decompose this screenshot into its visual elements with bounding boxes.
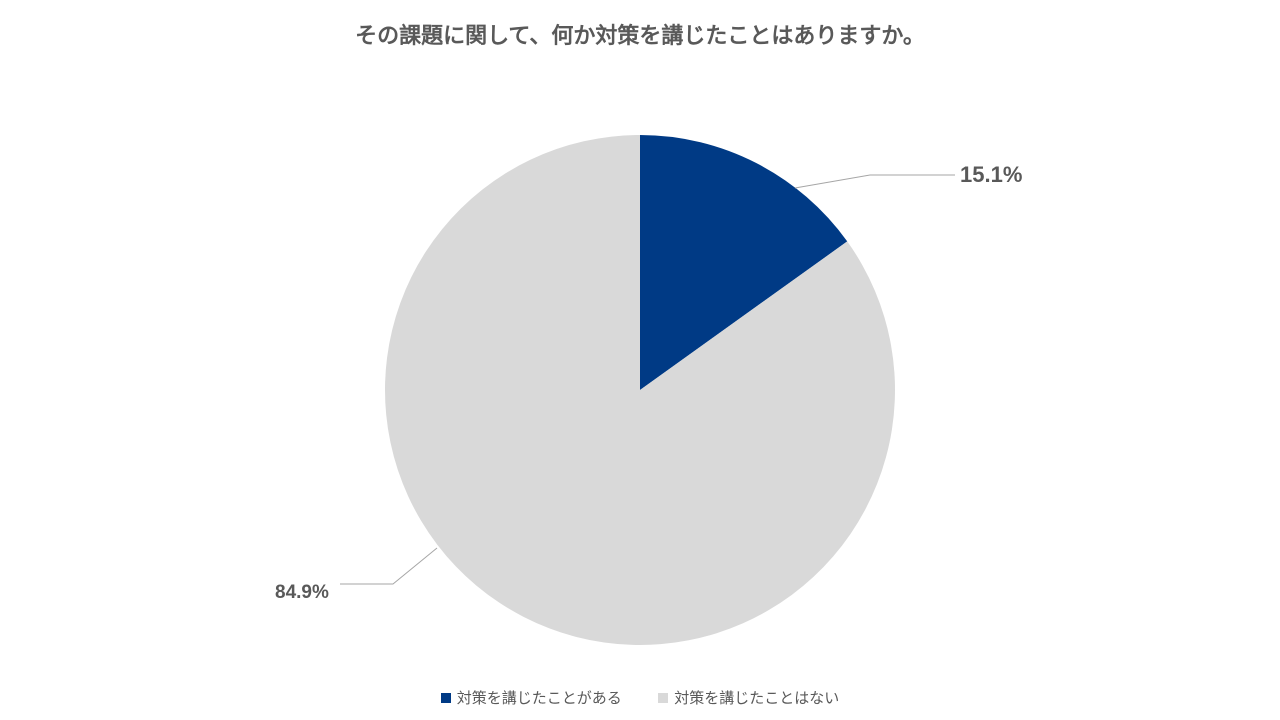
data-label-0: 15.1% xyxy=(960,162,1022,188)
legend: 対策を講じたことがある 対策を講じたことはない xyxy=(0,687,1280,708)
legend-swatch-icon xyxy=(441,693,451,703)
legend-item-2: 対策を講じたことはない xyxy=(658,687,839,708)
legend-label: 対策を講じたことはない xyxy=(674,687,839,708)
leader-line-1 xyxy=(340,548,437,584)
legend-swatch-icon xyxy=(658,693,668,703)
legend-label: 対策を講じたことがある xyxy=(457,687,622,708)
pie-chart xyxy=(0,0,1280,720)
leader-line-0 xyxy=(795,175,955,188)
legend-item-1: 対策を講じたことがある xyxy=(441,687,622,708)
data-label-1: 84.9% xyxy=(275,582,329,604)
